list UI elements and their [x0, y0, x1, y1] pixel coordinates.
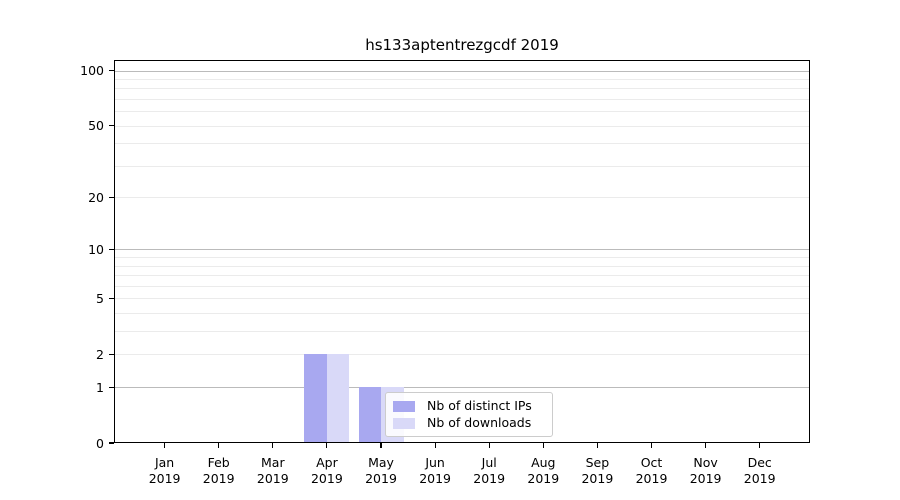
x-tick-label-year: 2019: [581, 471, 614, 486]
legend-swatch-distinct-ips-icon: [393, 400, 415, 412]
x-tick-label-year: 2019: [202, 471, 235, 486]
y-tick-0: [109, 442, 114, 444]
y-tick-5: [109, 297, 114, 299]
x-tick-mar: [272, 443, 274, 448]
legend-swatch-downloads-icon: [393, 417, 415, 429]
x-tick-may: [380, 443, 382, 448]
x-tick-label-month: Jul: [481, 455, 497, 470]
y-tick-label-5: 5: [96, 290, 104, 306]
legend-item-downloads: Nb of downloads: [393, 415, 544, 431]
x-tick-aug: [542, 443, 544, 448]
y-tick-1: [109, 386, 114, 388]
y-tick-label-1: 1: [96, 379, 104, 395]
gridline-minor-4: [114, 313, 810, 315]
y-tick-10: [109, 248, 114, 250]
gridline-minor-30: [114, 165, 810, 167]
x-tick-label-month: Dec: [747, 455, 772, 470]
x-tick-label-month: Mar: [261, 455, 285, 470]
gridline-minor-40: [114, 143, 810, 145]
gridline-minor-7: [114, 275, 810, 277]
x-tick-label-mar: Mar 2019: [241, 455, 305, 487]
legend-item-distinct-ips: Nb of distinct IPs: [393, 398, 544, 414]
plot-area: 0 1 2 5 10 20 50 100 Jan 2019 Feb 2019 Mar 2019 Apr 201…: [80, 60, 810, 486]
x-tick-nov: [705, 443, 707, 448]
x-tick-feb: [218, 443, 220, 448]
gridline-major-100: [114, 70, 810, 72]
legend-label-downloads: Nb of downloads: [427, 415, 532, 430]
x-tick-label-month: Feb: [207, 455, 230, 470]
x-tick-jul: [488, 443, 490, 448]
x-tick-label-month: Jan: [154, 455, 175, 470]
y-tick-20: [109, 196, 114, 198]
y-tick-label-50: 50: [88, 118, 104, 134]
plot-border: [114, 60, 810, 443]
y-tick-2: [109, 353, 114, 355]
bar-downloads-apr: [326, 354, 350, 443]
gridline-minor-9: [114, 257, 810, 259]
x-tick-label-year: 2019: [635, 471, 668, 486]
x-tick-oct: [650, 443, 653, 448]
bar-distinct-ips-apr: [304, 354, 327, 443]
x-tick-label-month: May: [368, 455, 394, 470]
gridline-minor-2: [114, 354, 810, 356]
x-tick-sep: [596, 443, 598, 448]
x-tick-label-jan: Jan 2019: [133, 455, 197, 487]
y-tick-100: [109, 69, 114, 72]
y-tick-label-20: 20: [88, 189, 104, 205]
x-tick-label-month: Aug: [531, 455, 556, 470]
x-tick-label-year: 2019: [310, 471, 343, 486]
gridline-minor-6: [114, 285, 810, 287]
x-tick-label-dec: Dec 2019: [728, 455, 792, 487]
legend-label-distinct-ips: Nb of distinct IPs: [427, 398, 532, 413]
y-tick-label-2: 2: [96, 346, 104, 362]
x-tick-jun: [434, 443, 436, 448]
gridline-minor-60: [114, 111, 810, 113]
x-tick-label-year: 2019: [743, 471, 776, 486]
bar-distinct-ips-may: [358, 387, 381, 443]
gridline-minor-3: [114, 331, 810, 333]
x-tick-label-month: Jun: [425, 455, 445, 470]
x-tick-label-year: 2019: [365, 471, 397, 486]
x-tick-label-year: 2019: [148, 471, 181, 486]
gridline-minor-5: [114, 298, 810, 300]
gridline-minor-20: [114, 197, 810, 199]
x-tick-label-aug: Aug 2019: [511, 455, 575, 487]
x-tick-label-month: Nov: [693, 455, 718, 470]
y-tick-50: [109, 125, 114, 127]
legend: Nb of distinct IPs Nb of downloads: [385, 392, 553, 437]
x-tick-label-year: 2019: [527, 471, 560, 486]
x-tick-label-year: 2019: [473, 471, 506, 486]
x-tick-label-jun: Jun 2019: [403, 455, 467, 487]
x-tick-label-month: Sep: [585, 455, 610, 470]
gridline-minor-8: [114, 265, 810, 267]
x-tick-label-year: 2019: [419, 471, 451, 486]
x-tick-label-nov: Nov 2019: [674, 455, 738, 487]
x-tick-label-month: Apr: [316, 455, 338, 470]
x-tick-label-month: Oct: [640, 455, 663, 470]
gridline-minor-80: [114, 88, 810, 90]
y-tick-label-0: 0: [96, 435, 104, 451]
x-tick-label-may: May 2019: [349, 455, 413, 487]
x-tick-label-oct: Oct 2019: [620, 455, 684, 487]
x-tick-label-year: 2019: [689, 471, 722, 486]
chart-title: hs133aptentrezgcdf 2019: [365, 36, 559, 54]
x-tick-jan: [164, 443, 166, 448]
x-tick-apr: [326, 443, 328, 448]
x-tick-label-sep: Sep 2019: [565, 455, 629, 487]
gridline-minor-50: [114, 125, 810, 127]
x-tick-label-jul: Jul 2019: [457, 455, 521, 487]
gridline-minor-90: [114, 78, 810, 80]
x-tick-dec: [759, 443, 761, 448]
y-tick-label-100: 100: [80, 63, 104, 78]
x-tick-label-year: 2019: [256, 471, 289, 486]
x-tick-label-feb: Feb 2019: [187, 455, 251, 487]
y-tick-label-10: 10: [88, 241, 104, 257]
x-tick-label-apr: Apr 2019: [295, 455, 359, 487]
gridline-major-10: [114, 249, 810, 251]
gridline-minor-70: [114, 98, 810, 100]
gridline-major-1: [114, 387, 810, 389]
